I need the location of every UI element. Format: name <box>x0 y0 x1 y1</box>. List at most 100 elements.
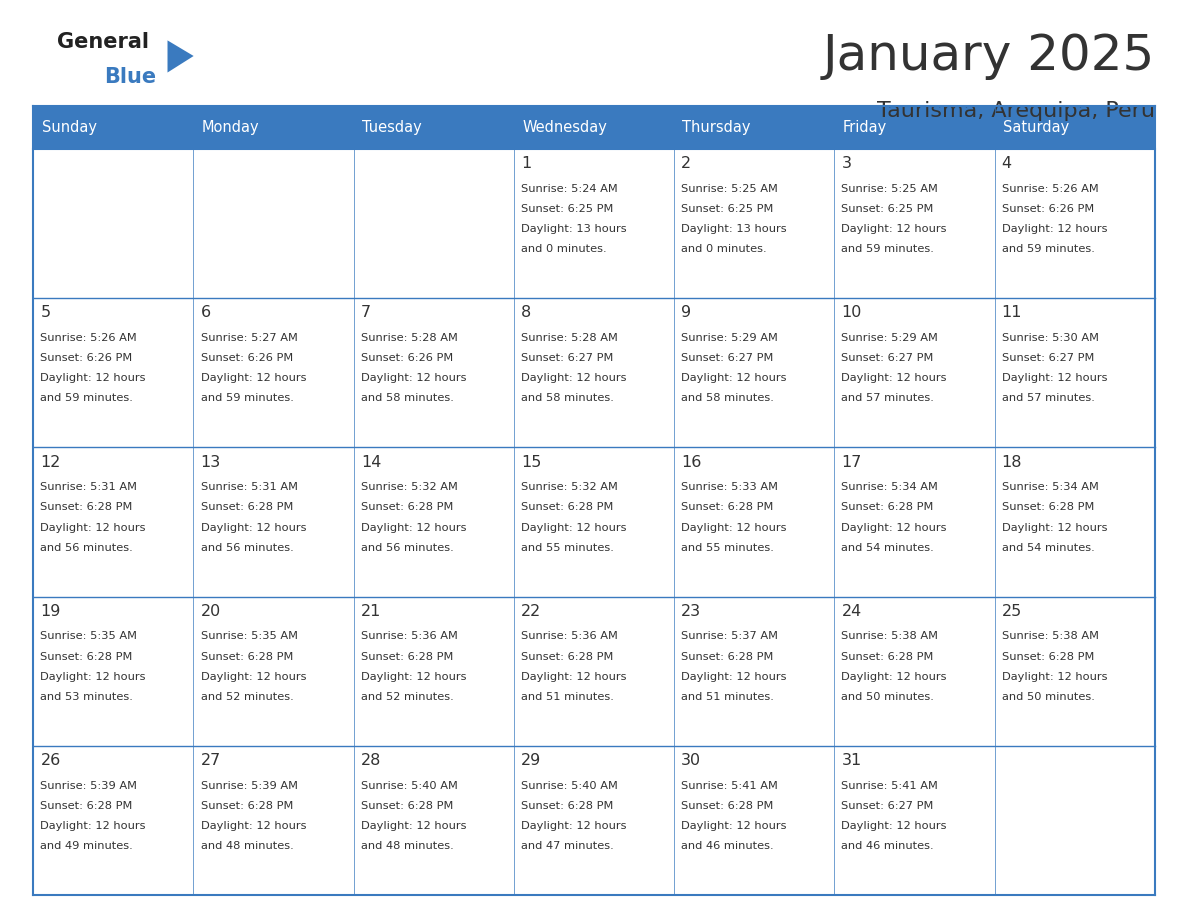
Text: and 59 minutes.: and 59 minutes. <box>841 244 934 254</box>
Text: 25: 25 <box>1001 604 1022 619</box>
Text: Daylight: 12 hours: Daylight: 12 hours <box>361 522 467 532</box>
Text: Sunset: 6:28 PM: Sunset: 6:28 PM <box>40 652 133 662</box>
Text: Daylight: 12 hours: Daylight: 12 hours <box>40 522 146 532</box>
Text: Daylight: 12 hours: Daylight: 12 hours <box>201 672 307 682</box>
Text: 8: 8 <box>522 306 531 320</box>
Text: and 47 minutes.: and 47 minutes. <box>522 841 614 851</box>
Text: Sunset: 6:28 PM: Sunset: 6:28 PM <box>681 502 773 512</box>
Text: Sunset: 6:28 PM: Sunset: 6:28 PM <box>1001 502 1094 512</box>
Text: 26: 26 <box>40 753 61 768</box>
Bar <box>33 447 194 597</box>
Text: 31: 31 <box>841 753 861 768</box>
Text: 15: 15 <box>522 454 542 470</box>
Bar <box>674 149 834 298</box>
Bar <box>354 745 514 895</box>
Text: Sunset: 6:28 PM: Sunset: 6:28 PM <box>841 652 934 662</box>
Text: Daylight: 12 hours: Daylight: 12 hours <box>841 224 947 234</box>
Bar <box>514 597 674 745</box>
Text: 28: 28 <box>361 753 381 768</box>
Bar <box>33 298 194 447</box>
Text: Sunrise: 5:25 AM: Sunrise: 5:25 AM <box>681 184 778 194</box>
Text: 14: 14 <box>361 454 381 470</box>
Text: Daylight: 12 hours: Daylight: 12 hours <box>681 672 786 682</box>
Bar <box>194 745 354 895</box>
Text: and 52 minutes.: and 52 minutes. <box>201 692 293 702</box>
Text: Sunrise: 5:37 AM: Sunrise: 5:37 AM <box>681 632 778 642</box>
Text: and 53 minutes.: and 53 minutes. <box>40 692 133 702</box>
Text: and 48 minutes.: and 48 minutes. <box>361 841 454 851</box>
Bar <box>194 597 354 745</box>
Text: Sunset: 6:26 PM: Sunset: 6:26 PM <box>1001 204 1094 214</box>
Text: and 57 minutes.: and 57 minutes. <box>1001 394 1094 403</box>
Text: Taurisma, Arequipa, Peru: Taurisma, Arequipa, Peru <box>877 101 1155 121</box>
Text: 21: 21 <box>361 604 381 619</box>
Text: Sunrise: 5:31 AM: Sunrise: 5:31 AM <box>201 482 298 492</box>
Text: Blue: Blue <box>105 67 157 87</box>
Text: Sunrise: 5:24 AM: Sunrise: 5:24 AM <box>522 184 618 194</box>
Text: 4: 4 <box>1001 156 1012 171</box>
Text: Sunset: 6:28 PM: Sunset: 6:28 PM <box>1001 652 1094 662</box>
Text: and 57 minutes.: and 57 minutes. <box>841 394 934 403</box>
Text: Daylight: 12 hours: Daylight: 12 hours <box>201 821 307 831</box>
Text: 11: 11 <box>1001 306 1022 320</box>
Text: 9: 9 <box>681 306 691 320</box>
Text: General: General <box>57 32 148 52</box>
Text: 13: 13 <box>201 454 221 470</box>
Text: 30: 30 <box>681 753 701 768</box>
Text: Daylight: 12 hours: Daylight: 12 hours <box>1001 522 1107 532</box>
Text: Daylight: 12 hours: Daylight: 12 hours <box>40 374 146 383</box>
Text: 2: 2 <box>681 156 691 171</box>
Text: and 59 minutes.: and 59 minutes. <box>1001 244 1094 254</box>
Text: 20: 20 <box>201 604 221 619</box>
Text: Daylight: 12 hours: Daylight: 12 hours <box>522 672 626 682</box>
Text: Sunrise: 5:40 AM: Sunrise: 5:40 AM <box>361 780 457 790</box>
Text: Daylight: 12 hours: Daylight: 12 hours <box>1001 224 1107 234</box>
Text: and 56 minutes.: and 56 minutes. <box>40 543 133 553</box>
Text: Sunset: 6:25 PM: Sunset: 6:25 PM <box>841 204 934 214</box>
Text: and 50 minutes.: and 50 minutes. <box>841 692 934 702</box>
Text: Daylight: 12 hours: Daylight: 12 hours <box>522 374 626 383</box>
Text: Sunrise: 5:28 AM: Sunrise: 5:28 AM <box>522 333 618 342</box>
Text: 29: 29 <box>522 753 542 768</box>
Text: Daylight: 12 hours: Daylight: 12 hours <box>681 821 786 831</box>
Bar <box>194 149 354 298</box>
Bar <box>514 745 674 895</box>
Text: Sunset: 6:27 PM: Sunset: 6:27 PM <box>841 353 934 363</box>
Text: and 58 minutes.: and 58 minutes. <box>681 394 775 403</box>
Text: Tuesday: Tuesday <box>362 120 422 135</box>
Bar <box>674 298 834 447</box>
Text: Daylight: 12 hours: Daylight: 12 hours <box>841 522 947 532</box>
Text: Daylight: 12 hours: Daylight: 12 hours <box>40 672 146 682</box>
Bar <box>674 597 834 745</box>
Text: 27: 27 <box>201 753 221 768</box>
Text: and 46 minutes.: and 46 minutes. <box>841 841 934 851</box>
Bar <box>994 745 1155 895</box>
Text: 1: 1 <box>522 156 531 171</box>
Text: and 51 minutes.: and 51 minutes. <box>681 692 775 702</box>
Text: Sunrise: 5:26 AM: Sunrise: 5:26 AM <box>1001 184 1099 194</box>
Bar <box>354 149 514 298</box>
Text: 18: 18 <box>1001 454 1022 470</box>
Text: and 46 minutes.: and 46 minutes. <box>681 841 773 851</box>
Text: Sunset: 6:28 PM: Sunset: 6:28 PM <box>201 652 293 662</box>
Text: Sunset: 6:28 PM: Sunset: 6:28 PM <box>522 800 613 811</box>
Text: Friday: Friday <box>842 120 887 135</box>
Text: Sunset: 6:28 PM: Sunset: 6:28 PM <box>40 502 133 512</box>
Bar <box>674 745 834 895</box>
Text: Daylight: 12 hours: Daylight: 12 hours <box>841 672 947 682</box>
Text: and 0 minutes.: and 0 minutes. <box>522 244 607 254</box>
Bar <box>354 597 514 745</box>
Bar <box>33 597 194 745</box>
Text: Daylight: 12 hours: Daylight: 12 hours <box>1001 672 1107 682</box>
Text: Sunset: 6:28 PM: Sunset: 6:28 PM <box>361 502 453 512</box>
Text: Daylight: 12 hours: Daylight: 12 hours <box>40 821 146 831</box>
Text: Sunset: 6:26 PM: Sunset: 6:26 PM <box>40 353 133 363</box>
Text: and 58 minutes.: and 58 minutes. <box>361 394 454 403</box>
Text: Saturday: Saturday <box>1003 120 1069 135</box>
Text: 10: 10 <box>841 306 861 320</box>
Text: and 55 minutes.: and 55 minutes. <box>522 543 614 553</box>
Bar <box>834 745 994 895</box>
Text: Daylight: 12 hours: Daylight: 12 hours <box>201 522 307 532</box>
Bar <box>994 149 1155 298</box>
Text: Sunset: 6:28 PM: Sunset: 6:28 PM <box>522 502 613 512</box>
